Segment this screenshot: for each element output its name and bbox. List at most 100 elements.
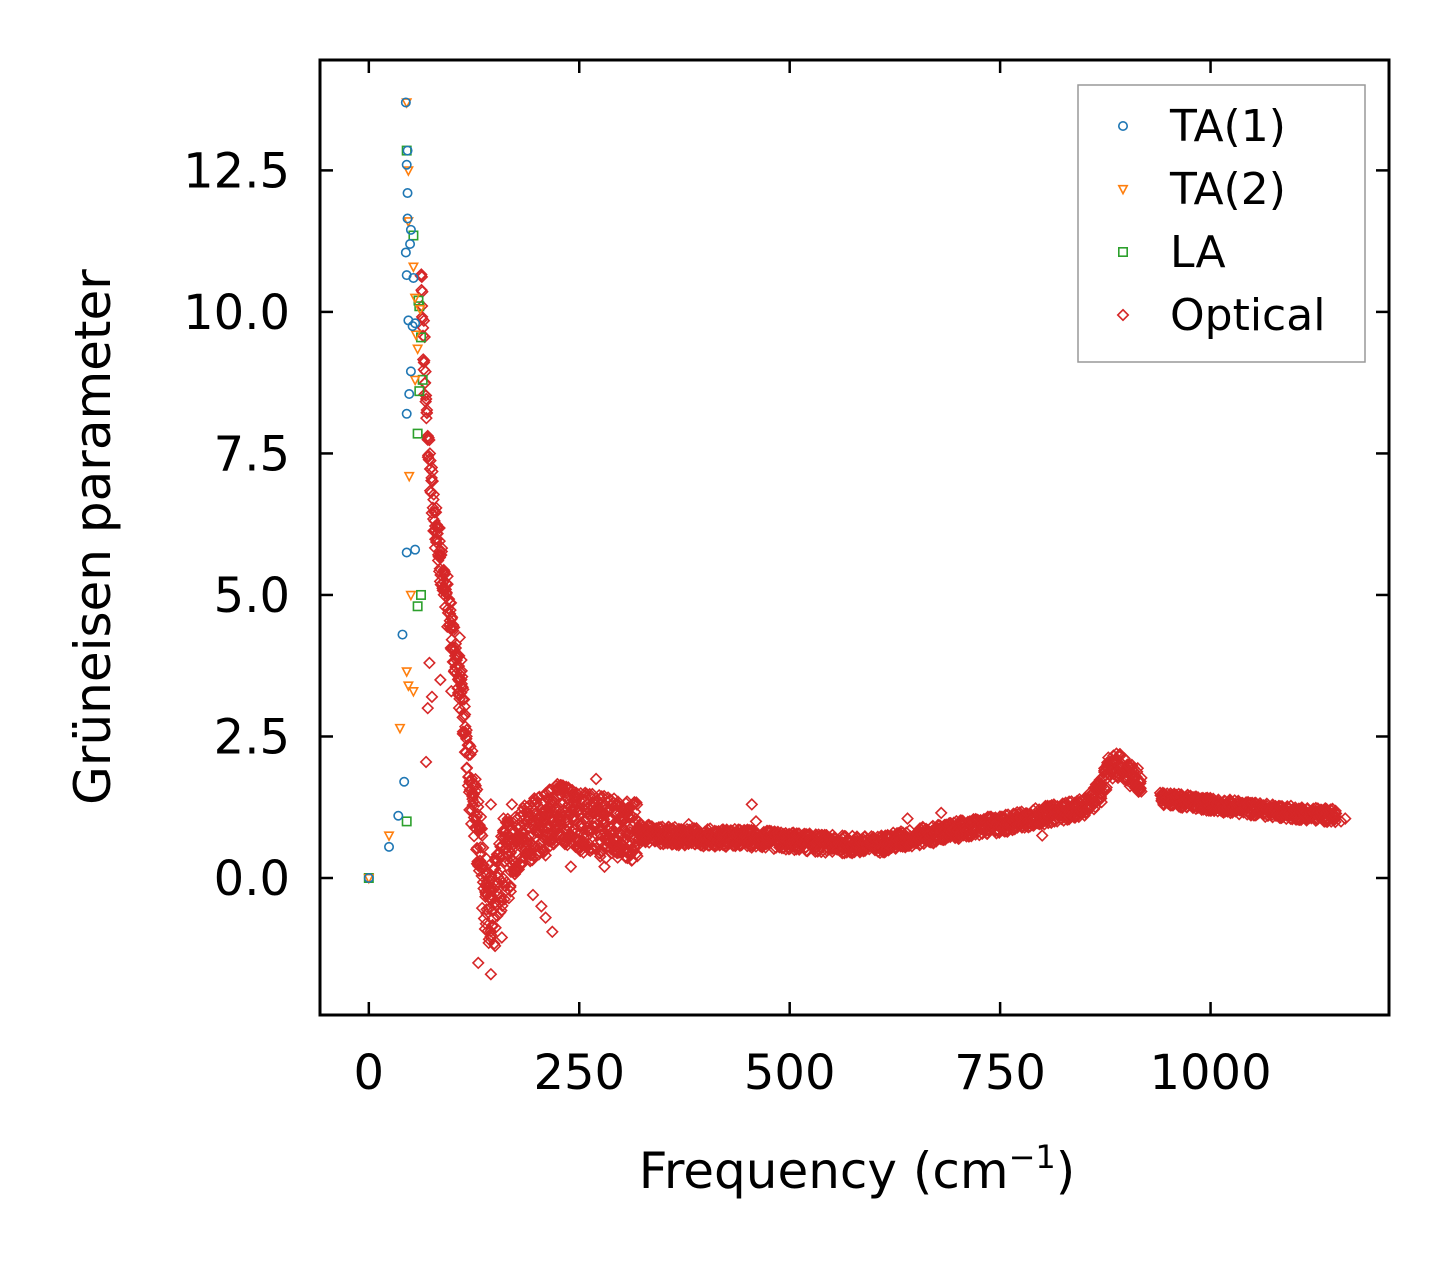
optical-point bbox=[478, 922, 492, 936]
optical-point bbox=[498, 892, 511, 906]
optical-point bbox=[480, 907, 493, 921]
optical-point bbox=[466, 787, 479, 801]
optical-point bbox=[630, 798, 644, 812]
axes-layer bbox=[318, 58, 1391, 1017]
optical-point bbox=[586, 842, 599, 856]
y-tick-label: 12.5 bbox=[183, 143, 290, 199]
point-ta1 bbox=[401, 159, 412, 170]
point-ta2 bbox=[409, 375, 421, 387]
legend-marker-ta1 bbox=[1118, 121, 1129, 132]
optical-point bbox=[567, 814, 581, 827]
optical-point bbox=[421, 701, 435, 715]
optical-point bbox=[592, 788, 606, 802]
optical-point bbox=[446, 624, 460, 638]
optical-point bbox=[505, 798, 519, 811]
optical-point bbox=[465, 744, 479, 758]
optical-point bbox=[507, 865, 521, 878]
optical-point bbox=[422, 433, 436, 447]
optical-point bbox=[1134, 771, 1148, 785]
optical-point bbox=[473, 822, 487, 835]
optical-point bbox=[433, 544, 447, 558]
optical-point bbox=[440, 586, 453, 599]
point-ta2 bbox=[407, 262, 419, 273]
optical-point bbox=[556, 783, 569, 797]
optical-point bbox=[476, 841, 490, 855]
optical-point bbox=[685, 826, 699, 839]
legend-marker-la bbox=[1118, 247, 1129, 258]
optical-point bbox=[423, 656, 436, 670]
legend-label-ta1: TA(1) bbox=[1169, 101, 1286, 152]
optical-point bbox=[545, 925, 559, 939]
optical-point bbox=[433, 521, 446, 535]
point-ta2 bbox=[401, 667, 413, 678]
optical-point bbox=[426, 501, 440, 515]
point-ta1 bbox=[384, 841, 395, 852]
optical-point bbox=[464, 748, 477, 761]
optical-point bbox=[494, 863, 507, 877]
point-ta2 bbox=[409, 293, 421, 305]
point-ta1 bbox=[405, 238, 416, 249]
optical-point bbox=[1035, 829, 1049, 842]
point-ta1 bbox=[363, 873, 374, 884]
points-layer bbox=[363, 97, 1352, 981]
optical-point bbox=[1059, 796, 1073, 810]
optical-point bbox=[471, 795, 485, 809]
legend: TA(1) TA(2) LA Optical bbox=[1077, 84, 1366, 363]
series-ta1 bbox=[363, 97, 421, 884]
legend-label-la: LA bbox=[1170, 227, 1226, 278]
y-tick-label: 5.0 bbox=[214, 568, 290, 624]
x-tick-label: 0 bbox=[354, 1045, 385, 1101]
x-tick-label: 250 bbox=[533, 1045, 625, 1101]
optical-point bbox=[1094, 781, 1108, 794]
x-tick-label: 750 bbox=[954, 1045, 1046, 1101]
optical-point bbox=[527, 827, 540, 841]
optical-point bbox=[589, 842, 603, 855]
optical-point bbox=[417, 314, 431, 328]
optical-point bbox=[504, 879, 517, 893]
series-ta2 bbox=[363, 98, 426, 885]
optical-point bbox=[438, 565, 451, 578]
optical-point bbox=[425, 461, 439, 474]
optical-point bbox=[630, 849, 644, 863]
optical-point bbox=[484, 967, 498, 981]
series-la bbox=[363, 145, 428, 884]
optical-point bbox=[1328, 815, 1342, 829]
optical-point bbox=[471, 956, 485, 970]
point-ta2 bbox=[402, 166, 414, 177]
optical-point bbox=[1100, 781, 1113, 794]
point-ta2 bbox=[363, 873, 375, 885]
optical-point bbox=[539, 786, 553, 800]
optical-point bbox=[1133, 782, 1147, 796]
optical-point bbox=[421, 429, 435, 443]
point-ta1 bbox=[401, 408, 412, 419]
point-ta1 bbox=[400, 97, 411, 108]
optical-point bbox=[603, 813, 616, 827]
optical-point bbox=[555, 779, 569, 792]
optical-point bbox=[433, 534, 447, 548]
point-ta1 bbox=[405, 224, 416, 235]
point-la bbox=[401, 816, 412, 827]
point-ta2 bbox=[403, 471, 415, 483]
point-la bbox=[417, 374, 428, 385]
point-ta2 bbox=[407, 687, 419, 698]
optical-point bbox=[419, 395, 433, 408]
optical-point bbox=[441, 569, 454, 583]
optical-point bbox=[446, 618, 460, 632]
ticks-layer: 0 250 500 750 1000 0.0 2.5 5.0 7.5 10.0 12.5 bbox=[183, 60, 1389, 1101]
optical-point bbox=[513, 829, 527, 842]
legend-label-ta2: TA(2) bbox=[1169, 164, 1286, 215]
optical-point bbox=[471, 800, 485, 814]
y-axis-label: Grüneisen parameter bbox=[64, 269, 122, 805]
optical-point bbox=[488, 851, 502, 865]
optical-point bbox=[745, 798, 759, 811]
optical-point bbox=[1100, 772, 1113, 786]
point-ta1 bbox=[397, 629, 408, 640]
y-tick-label: 2.5 bbox=[214, 709, 290, 765]
optical-point bbox=[549, 823, 562, 837]
optical-point bbox=[426, 474, 440, 488]
optical-point bbox=[534, 899, 548, 913]
optical-point bbox=[425, 471, 439, 485]
optical-point bbox=[434, 548, 448, 562]
point-ta2 bbox=[412, 344, 424, 356]
optical-point bbox=[504, 885, 518, 898]
